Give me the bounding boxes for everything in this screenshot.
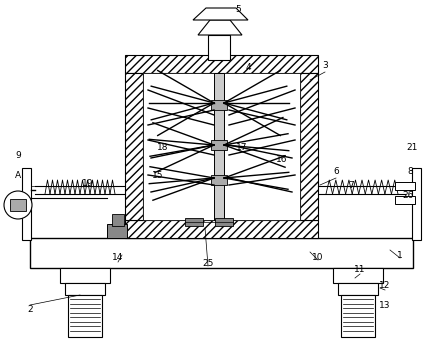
Text: 25: 25 bbox=[202, 259, 214, 268]
Text: 4: 4 bbox=[245, 63, 251, 71]
Bar bbox=[65, 283, 105, 295]
Text: 18: 18 bbox=[157, 143, 169, 152]
Text: 19: 19 bbox=[82, 179, 94, 188]
Bar bbox=[22, 168, 31, 240]
Text: 9: 9 bbox=[15, 150, 21, 159]
Bar bbox=[185, 218, 203, 226]
Bar bbox=[30, 238, 413, 268]
Text: 14: 14 bbox=[113, 253, 124, 262]
Bar bbox=[211, 175, 227, 185]
Text: 16: 16 bbox=[276, 156, 288, 165]
Bar bbox=[125, 220, 318, 238]
Circle shape bbox=[4, 191, 32, 219]
Text: 26: 26 bbox=[402, 190, 414, 199]
Text: 5: 5 bbox=[235, 6, 241, 15]
Text: A: A bbox=[15, 171, 21, 180]
Text: 7: 7 bbox=[348, 181, 354, 190]
Bar bbox=[395, 196, 415, 204]
Bar bbox=[125, 55, 318, 73]
Bar bbox=[60, 268, 110, 283]
Bar bbox=[214, 73, 224, 220]
Bar bbox=[211, 100, 227, 110]
Bar bbox=[333, 268, 383, 283]
Text: 10: 10 bbox=[312, 253, 324, 262]
Text: 13: 13 bbox=[379, 301, 391, 309]
Bar bbox=[211, 140, 227, 150]
Bar bbox=[208, 35, 230, 60]
Bar bbox=[341, 295, 375, 337]
Bar bbox=[125, 73, 143, 220]
Bar bbox=[68, 295, 102, 337]
Bar bbox=[112, 214, 124, 226]
Text: 11: 11 bbox=[354, 266, 366, 275]
Bar bbox=[107, 224, 127, 238]
Bar bbox=[300, 73, 318, 220]
Text: 2: 2 bbox=[27, 306, 33, 315]
Bar bbox=[215, 218, 233, 226]
Polygon shape bbox=[198, 20, 242, 35]
Text: 1: 1 bbox=[397, 251, 403, 260]
Bar bbox=[10, 199, 26, 211]
Text: 17: 17 bbox=[236, 143, 248, 152]
Text: 6: 6 bbox=[333, 167, 339, 176]
Bar bbox=[143, 73, 300, 220]
Bar bbox=[412, 168, 421, 240]
Bar bbox=[395, 182, 415, 190]
Text: 15: 15 bbox=[152, 171, 164, 180]
Text: 8: 8 bbox=[407, 167, 413, 176]
Text: 12: 12 bbox=[379, 280, 391, 290]
Text: 3: 3 bbox=[322, 61, 328, 70]
Polygon shape bbox=[193, 8, 248, 20]
Bar bbox=[338, 283, 378, 295]
Text: 21: 21 bbox=[406, 143, 418, 152]
